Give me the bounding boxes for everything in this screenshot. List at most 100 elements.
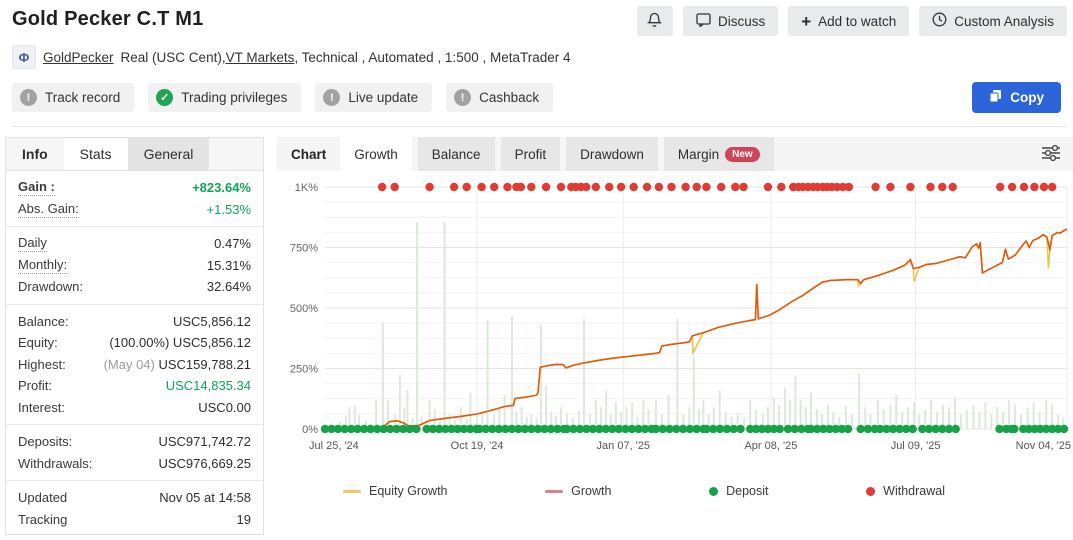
- deposit-swatch: [709, 486, 719, 496]
- page-title: Gold Pecker C.T M1: [12, 8, 204, 30]
- chart-settings-button[interactable]: [1029, 137, 1073, 171]
- balance-value: USC5,856.12: [172, 313, 251, 329]
- svg-text:1K%: 1K%: [295, 182, 318, 194]
- stat-row-monthly: Monthly: 15.31%: [18, 256, 251, 274]
- stat-row-highest: Highest: (May 04) USC159,788.21: [18, 356, 251, 372]
- stat-row-drawdown: Drawdown: 32.64%: [18, 279, 251, 295]
- copy-button[interactable]: Copy: [972, 82, 1061, 113]
- chart-legend: Equity Growth Growth Deposit Withdrawal: [277, 476, 1073, 498]
- badge-live-update[interactable]: ! Live update: [315, 83, 433, 112]
- badge-trading-privileges[interactable]: ✓ Trading privileges: [148, 83, 302, 112]
- tracking-value: 19: [236, 511, 251, 527]
- legend-deposit[interactable]: Deposit: [709, 484, 769, 498]
- account-type-text: Real (USC Cent),: [120, 49, 226, 65]
- goldpecker-logo: Φ: [12, 45, 36, 69]
- info-icon: !: [323, 89, 341, 106]
- svg-text:250%: 250%: [290, 364, 318, 376]
- svg-text:Oct 19, '24: Oct 19, '24: [451, 440, 504, 452]
- tab-drawdown[interactable]: Drawdown: [566, 137, 658, 171]
- badge-cashback[interactable]: ! Cashback: [446, 83, 554, 112]
- stat-row-withdrawals: Withdrawals: USC976,669.25: [18, 455, 251, 471]
- monthly-value: 15.31%: [206, 257, 251, 273]
- daily-value: 0.47%: [214, 236, 251, 252]
- svg-text:750%: 750%: [290, 243, 318, 255]
- tab-margin[interactable]: Margin New: [663, 137, 774, 171]
- stat-row-equity: Equity: (100.00%) USC5,856.12: [18, 335, 251, 351]
- profit-value: USC14,835.34: [165, 378, 251, 394]
- stats-sidebar: Info Stats General Gain : +823.64% Abs. …: [5, 137, 264, 535]
- tab-general[interactable]: General: [127, 138, 210, 170]
- legend-equity-growth[interactable]: Equity Growth: [343, 484, 448, 498]
- chart-tabs: Chart Growth Balance Profit Drawdown Mar…: [277, 137, 1073, 171]
- updated-value: Nov 05 at 14:58: [159, 490, 251, 506]
- add-to-watch-button[interactable]: + Add to watch: [788, 6, 910, 36]
- withdrawal-swatch: [866, 486, 876, 496]
- copy-icon: [989, 89, 1002, 106]
- custom-analysis-button[interactable]: Custom Analysis: [919, 6, 1067, 36]
- new-badge: New: [725, 146, 760, 162]
- stat-row-updated: Updated Nov 05 at 14:58: [18, 490, 251, 506]
- stat-row-interest: Interest: USC0.00: [18, 399, 251, 415]
- chart-axis-labels: 1K% 750% 500% 250% 0% Jul 25, '24 Oct 19, '24 J…: [290, 182, 1071, 452]
- header-divider: [12, 126, 1067, 127]
- tab-profit[interactable]: Profit: [500, 137, 561, 171]
- highest-date-note: (May 04): [103, 356, 155, 372]
- page-header: Gold Pecker C.T M1 Discuss + Add to watc…: [0, 0, 1073, 127]
- highest-value: USC159,788.21: [158, 356, 251, 372]
- stat-row-abs-gain: Abs. Gain: +1.53%: [18, 200, 251, 218]
- volume-bars: [333, 222, 1065, 429]
- tab-stats[interactable]: Stats: [63, 138, 128, 170]
- svg-text:Jul 09, '25: Jul 09, '25: [891, 440, 941, 452]
- legend-growth[interactable]: Growth: [545, 484, 611, 498]
- legend-withdrawal[interactable]: Withdrawal: [866, 484, 945, 498]
- abs-gain-value: +1.53%: [206, 201, 251, 217]
- chart-panel: Chart Growth Balance Profit Drawdown Mar…: [277, 137, 1073, 522]
- equity-value: (100.00%) USC5,856.12: [109, 335, 251, 351]
- sliders-icon: [1041, 144, 1061, 165]
- svg-text:Jan 07, '25: Jan 07, '25: [597, 440, 650, 452]
- stat-row-deposits: Deposits: USC971,742.72: [18, 434, 251, 450]
- equity-growth-swatch: [343, 489, 361, 493]
- clock-icon: [932, 12, 947, 30]
- account-subtitle: Φ GoldPecker Real (USC Cent), VT Markets…: [12, 45, 1067, 69]
- stat-row-tracking: Tracking 19: [18, 511, 251, 527]
- badge-track-record[interactable]: ! Track record: [12, 83, 135, 112]
- svg-text:500%: 500%: [290, 303, 318, 315]
- stat-row-daily: Daily 0.47%: [18, 235, 251, 253]
- broker-link[interactable]: VT Markets: [225, 49, 295, 65]
- account-link[interactable]: GoldPecker: [43, 49, 114, 65]
- discuss-button[interactable]: Discuss: [682, 6, 779, 36]
- sidebar-tabs: Info Stats General: [6, 138, 263, 171]
- growth-chart: 1K% 750% 500% 250% 0% Jul 25, '24 Oct 19, '24 J…: [290, 182, 1071, 452]
- header-actions: Discuss + Add to watch Custom Analysis: [636, 6, 1067, 36]
- check-icon: ✓: [156, 89, 174, 106]
- verification-badges: ! Track record ✓ Trading privileges ! Li…: [12, 82, 1067, 113]
- chat-icon: [696, 12, 711, 30]
- svg-text:Apr 08, '25: Apr 08, '25: [744, 440, 797, 452]
- notification-bell-button[interactable]: [636, 6, 673, 36]
- interest-value: USC0.00: [198, 399, 251, 415]
- stat-row-balance: Balance: USC5,856.12: [18, 313, 251, 329]
- gain-value: +823.64%: [192, 180, 251, 196]
- drawdown-value: 32.64%: [206, 279, 251, 295]
- stat-row-profit: Profit: USC14,835.34: [18, 378, 251, 394]
- growth-swatch: [545, 489, 564, 493]
- info-icon: !: [454, 89, 472, 106]
- info-icon: !: [20, 89, 37, 106]
- svg-text:Jul 25, '24: Jul 25, '24: [309, 440, 359, 452]
- plus-icon: +: [801, 11, 812, 31]
- chart-gridlines: [325, 186, 1068, 430]
- svg-text:Nov 04, '25: Nov 04, '25: [1016, 440, 1071, 452]
- growth-line: [324, 228, 1068, 430]
- deposit-dots[interactable]: [320, 424, 1069, 434]
- withdrawals-value: USC976,669.25: [158, 455, 251, 471]
- account-meta-text: , Technical , Automated , 1:500 , MetaTr…: [294, 49, 571, 65]
- tab-balance[interactable]: Balance: [417, 137, 495, 171]
- tab-chart[interactable]: Chart: [291, 146, 327, 162]
- svg-text:0%: 0%: [302, 424, 318, 436]
- stat-row-gain: Gain : +823.64%: [18, 179, 251, 197]
- withdrawal-dots[interactable]: [377, 182, 1057, 192]
- tab-growth[interactable]: Growth: [340, 137, 412, 171]
- tab-info[interactable]: Info: [22, 146, 48, 162]
- bell-icon: [647, 12, 663, 31]
